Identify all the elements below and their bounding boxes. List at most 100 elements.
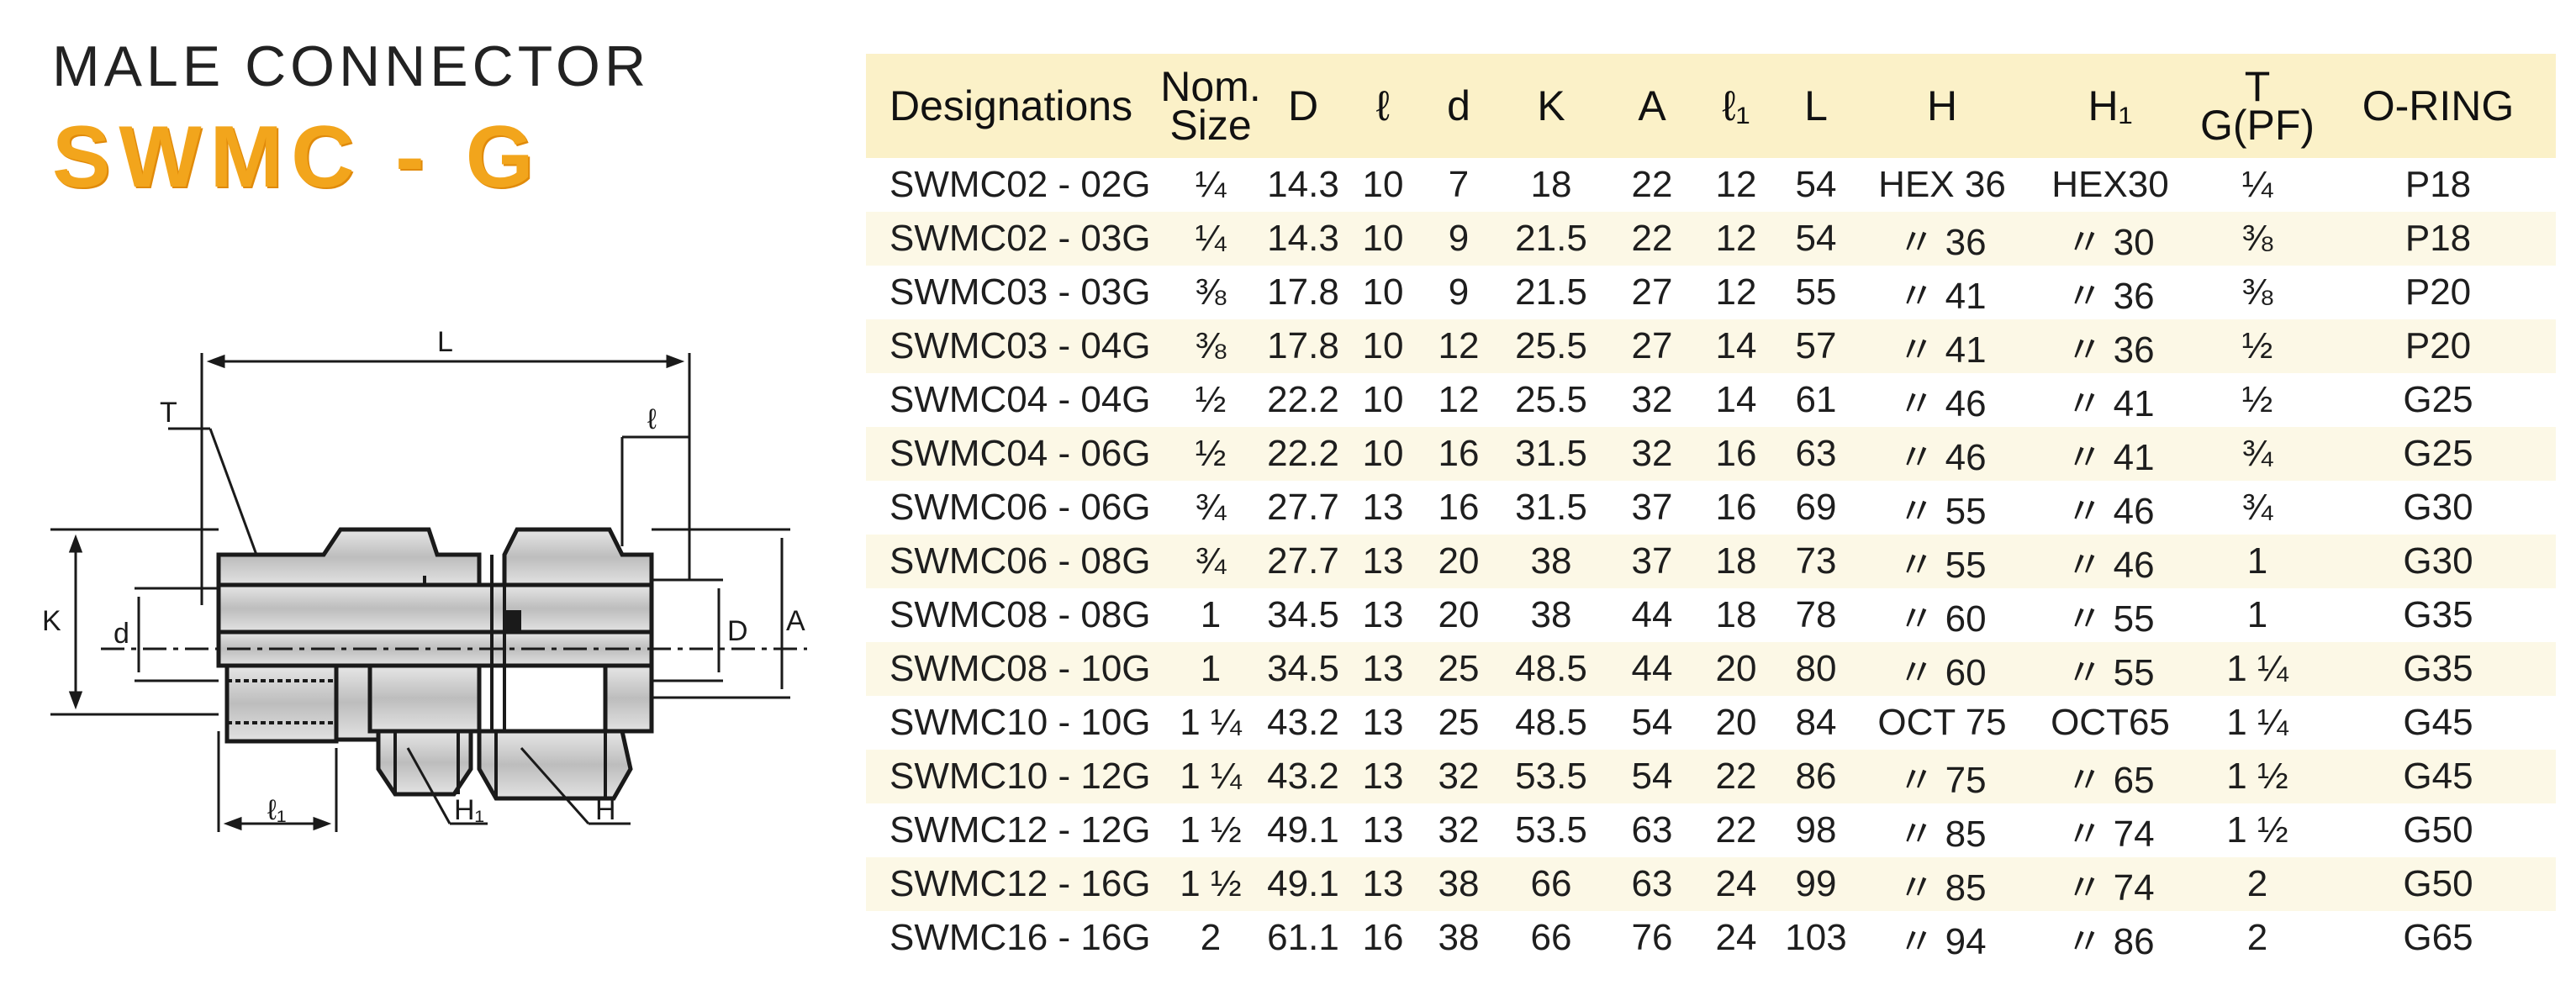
cell-H1: HEX30 <box>2051 164 2169 205</box>
table-row: SWMC16 - 16G 2 61.1 16 38 66 76 24 103 〃 94 〃 86 2 G… <box>866 911 2556 965</box>
col-H: H <box>1858 54 2026 158</box>
cell-d: 32 <box>1438 809 1480 851</box>
dim-label-d: d <box>113 618 129 650</box>
cell-K: 38 <box>1497 535 1606 588</box>
cell-l: 13 <box>1362 702 1404 743</box>
cell-d: 7 <box>1448 164 1470 205</box>
cell-H: 〃 41 <box>1898 276 1987 317</box>
cell-H1: 〃 41 <box>2026 427 2194 481</box>
cell-l1: 12 <box>1715 271 1757 313</box>
cell-H: OCT 75 <box>1877 702 2007 743</box>
cell-D: 43.2 <box>1267 702 1339 743</box>
cell-d: 9 <box>1448 271 1470 313</box>
cell-H1: OCT65 <box>2051 702 2170 743</box>
dim-label-A: A <box>786 605 805 637</box>
nut-lower <box>603 663 654 734</box>
cell-l1: 22 <box>1698 750 1774 803</box>
cell-thread: ½ <box>2194 319 2320 373</box>
cell-H: 〃 85 <box>1898 814 1987 855</box>
cell-K: 31.5 <box>1497 427 1606 481</box>
cell-oring: G25 <box>2320 427 2556 481</box>
cell-designation: SWMC03 - 03G <box>889 271 1151 313</box>
cell-oring: P20 <box>2320 319 2556 373</box>
cell-l1: 20 <box>1698 642 1774 696</box>
cell-oring: P18 <box>2404 164 2472 205</box>
cell-H1: 〃 36 <box>2066 276 2155 317</box>
cell-nom-size: ½ <box>1195 379 1227 420</box>
cell-H1: 〃 36 <box>2026 319 2194 373</box>
cell-H: 〃 60 <box>1858 642 2026 696</box>
body-upper <box>216 582 654 635</box>
cell-oring: G35 <box>2320 642 2556 696</box>
col-l1: ℓ₁ <box>1698 54 1774 158</box>
cell-H: 〃 46 <box>1898 383 1987 424</box>
table-row: SWMC04 - 04G ½ 22.2 10 12 25.5 32 14 61 〃 46 〃 41 ½… <box>866 373 2556 427</box>
cell-A: 27 <box>1606 319 1698 373</box>
table-row: SWMC08 - 08G 1 34.5 13 20 38 44 18 78 〃 60 〃 55 1 G3… <box>866 588 2556 642</box>
cell-H1: 〃 74 <box>2066 814 2155 855</box>
hex-h1 <box>376 729 473 797</box>
dim-label-D: D <box>727 615 748 647</box>
cell-l: 10 <box>1362 379 1404 420</box>
cell-oring: G45 <box>2403 702 2473 743</box>
cell-oring: G65 <box>2403 917 2473 958</box>
male-thread <box>224 663 339 744</box>
product-code: SWMC - G <box>52 108 542 206</box>
cell-l1: 24 <box>1698 857 1774 911</box>
cell-thread: ⅜ <box>2241 271 2273 313</box>
cell-l1: 16 <box>1715 487 1757 528</box>
cell-D: 34.5 <box>1261 642 1345 696</box>
cell-l1: 20 <box>1715 702 1757 743</box>
cell-L: 55 <box>1795 271 1837 313</box>
cell-L: 103 <box>1785 917 1847 958</box>
col-thread-line2: G(PF) <box>2199 102 2315 149</box>
cell-l: 13 <box>1345 642 1421 696</box>
table-row: SWMC04 - 06G ½ 22.2 10 16 31.5 32 16 63 〃 46 〃 41 ¾… <box>866 427 2556 481</box>
cell-A: 63 <box>1631 809 1673 851</box>
cell-nom-size: ⅜ <box>1160 319 1261 373</box>
table-body: SWMC02 - 02G ¼ 14.3 10 7 18 22 12 54 HEX 36 HEX30 ¼… <box>866 158 2556 965</box>
cell-designation: SWMC12 - 12G <box>889 809 1151 851</box>
cell-nom-size: ¾ <box>1160 535 1261 588</box>
cell-K: 53.5 <box>1515 809 1587 851</box>
cell-nom-size: 1 ½ <box>1160 857 1261 911</box>
cell-H: 〃 55 <box>1898 491 1987 532</box>
cell-D: 22.2 <box>1261 427 1345 481</box>
col-oring: O-RING <box>2320 54 2556 158</box>
cell-L: 84 <box>1795 702 1837 743</box>
cell-D: 17.8 <box>1261 319 1345 373</box>
cell-designation: SWMC04 - 04G <box>889 379 1151 420</box>
cell-thread: 1 ½ <box>2226 809 2288 851</box>
cell-nom-size: 1 ½ <box>1180 809 1242 851</box>
cell-l: 10 <box>1345 319 1421 373</box>
cell-H: 〃 46 <box>1858 427 2026 481</box>
cell-K: 66 <box>1497 857 1606 911</box>
cell-H: 〃 60 <box>1898 598 1987 640</box>
cell-thread: ¾ <box>2194 427 2320 481</box>
cell-oring: G25 <box>2403 379 2473 420</box>
cell-l1: 24 <box>1715 917 1757 958</box>
cell-l1: 16 <box>1698 427 1774 481</box>
cell-H: 〃 75 <box>1858 750 2026 803</box>
dim-label-l: ℓ <box>647 403 657 435</box>
cell-l: 10 <box>1345 212 1421 266</box>
cell-K: 31.5 <box>1515 487 1587 528</box>
cell-D: 49.1 <box>1267 809 1339 851</box>
cell-H: 〃 36 <box>1858 212 2026 266</box>
cell-oring: G30 <box>2403 487 2473 528</box>
cell-l: 13 <box>1362 487 1404 528</box>
cell-designation: SWMC16 - 16G <box>889 917 1151 958</box>
cell-designation: SWMC03 - 04G <box>866 319 1160 373</box>
cell-thread: ¼ <box>2241 164 2273 205</box>
cell-H1: 〃 55 <box>2026 642 2194 696</box>
table-row: SWMC06 - 08G ¾ 27.7 13 20 38 37 18 73 〃 55 〃 46 1 G3… <box>866 535 2556 588</box>
cell-thread: 1 <box>2194 535 2320 588</box>
cell-A: 22 <box>1606 212 1698 266</box>
table-row: SWMC02 - 03G ¼ 14.3 10 9 21.5 22 12 54 〃 36 〃 30 ⅜ P… <box>866 212 2556 266</box>
cell-A: 32 <box>1631 379 1673 420</box>
cell-nom-size: 1 <box>1200 594 1222 635</box>
cell-A: 44 <box>1631 594 1673 635</box>
cell-D: 27.7 <box>1261 535 1345 588</box>
cell-designation: SWMC04 - 06G <box>866 427 1160 481</box>
cell-nom-size: ½ <box>1160 427 1261 481</box>
